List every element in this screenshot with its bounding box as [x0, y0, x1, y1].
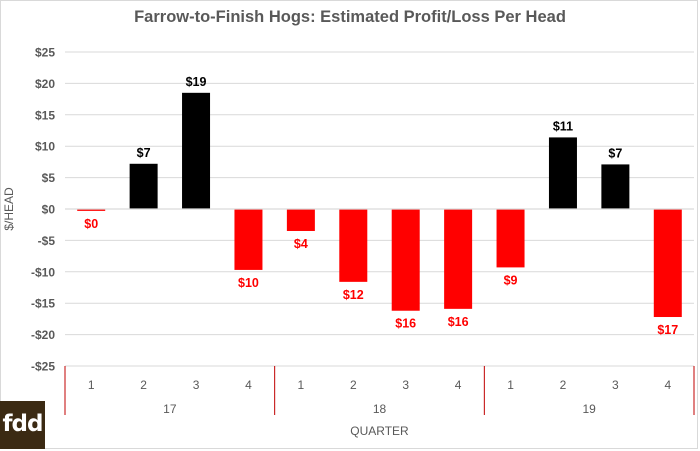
x-tick-label: 3: [402, 378, 409, 392]
x-tick-label: 4: [664, 378, 671, 392]
y-tick-label: -$5: [38, 234, 56, 248]
x-tick-label: 4: [245, 378, 252, 392]
bar: [444, 209, 473, 309]
x-group-label: 19: [582, 402, 596, 416]
data-label: $7: [608, 146, 622, 160]
x-tick-label: 3: [193, 378, 200, 392]
y-tick-label: $20: [35, 77, 55, 91]
x-tick-label: 1: [88, 378, 95, 392]
bar: [496, 209, 525, 268]
x-tick-label: 2: [350, 378, 357, 392]
y-tick-label: $5: [42, 171, 56, 185]
data-label: $4: [294, 237, 308, 251]
bar: [391, 209, 420, 311]
data-label: $16: [448, 315, 469, 329]
y-tick-label: $0: [42, 203, 56, 217]
data-label: $10: [238, 276, 259, 290]
bar: [548, 137, 577, 209]
y-tick-label: -$15: [31, 297, 55, 311]
x-group-label: 18: [373, 402, 387, 416]
fdd-logo: fdd: [0, 401, 45, 449]
x-tick-label: 2: [560, 378, 567, 392]
x-tick-label: 2: [140, 378, 147, 392]
y-axis-title: $/HEAD: [2, 187, 16, 231]
bar: [286, 209, 315, 231]
data-label: $9: [504, 273, 518, 287]
data-label: $16: [395, 317, 416, 331]
x-group-label: 17: [163, 402, 177, 416]
bar: [234, 209, 263, 270]
bar: [653, 209, 682, 318]
bar: [601, 164, 630, 209]
data-label: $0: [84, 217, 98, 231]
x-tick-label: 1: [298, 378, 305, 392]
data-label: $11: [553, 119, 573, 133]
x-tick-label: 3: [612, 378, 619, 392]
bar: [129, 163, 158, 209]
data-label: $17: [657, 323, 678, 337]
data-label: $12: [343, 288, 364, 302]
bar: [182, 92, 211, 209]
bar: [77, 209, 106, 211]
y-tick-label: $25: [35, 46, 55, 60]
y-tick-label: $10: [35, 140, 55, 154]
y-tick-label: -$25: [31, 360, 55, 374]
y-tick-label: -$10: [31, 265, 55, 279]
x-axis-title: QUARTER: [350, 424, 409, 438]
data-label: $7: [137, 146, 151, 160]
x-tick-label: 4: [455, 378, 462, 392]
y-tick-label: -$20: [31, 328, 55, 342]
chart-title: Farrow-to-Finish Hogs: Estimated Profit/…: [134, 8, 566, 26]
y-tick-label: $15: [35, 108, 55, 122]
x-tick-label: 1: [507, 378, 514, 392]
bar: [339, 209, 368, 282]
logo-text: fdd: [2, 411, 44, 437]
data-label: $19: [186, 75, 207, 89]
